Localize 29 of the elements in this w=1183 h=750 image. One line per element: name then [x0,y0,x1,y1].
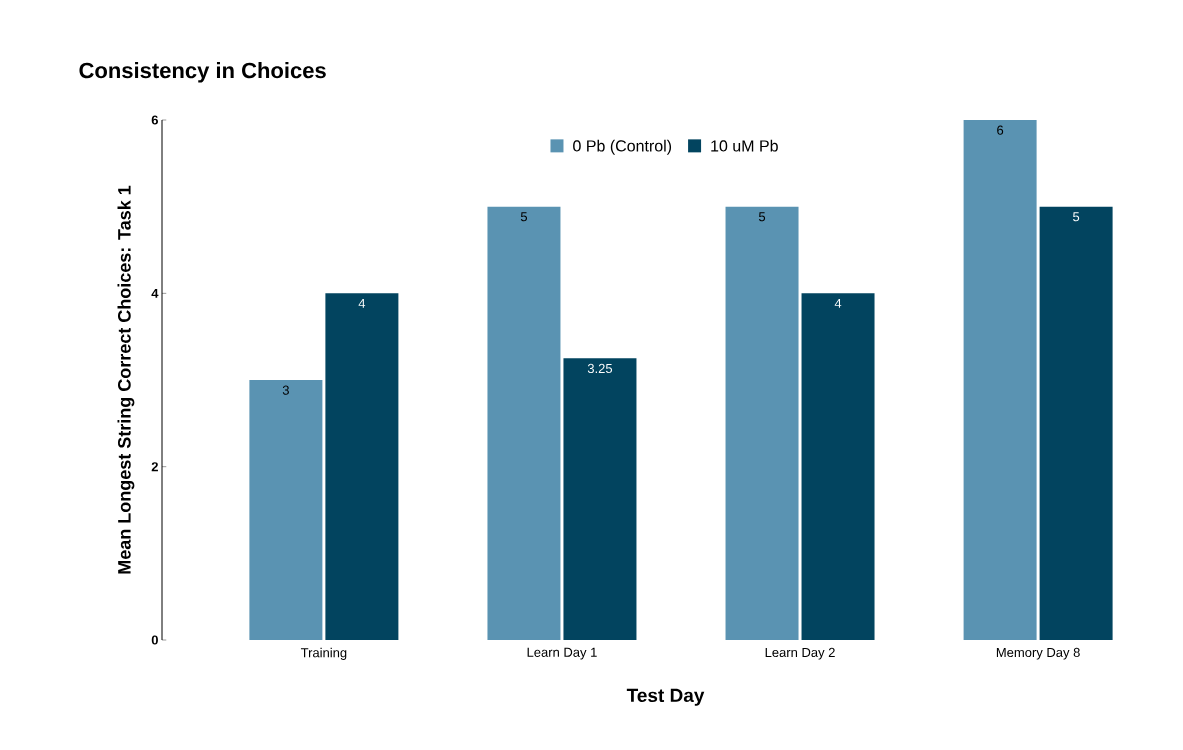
data-label: 3 [282,385,289,395]
bar [563,358,637,641]
x-tick-label: Learn Day 2 [765,647,835,660]
bar [963,120,1037,641]
bar [801,293,875,641]
bar [725,206,799,641]
data-label: 3.25 [587,363,613,374]
legend-label: 0 Pb (Control) [573,139,672,155]
x-tick-label: Training [300,647,347,660]
y-tick-label: 0 [151,635,158,645]
bar [249,380,323,641]
bar [325,293,399,641]
x-axis-title: Test Day [626,688,705,706]
data-label: 6 [997,125,1004,135]
y-axis-title: Mean Longest String Correct Choices: Task 1 [117,185,135,574]
bar [1039,206,1113,641]
legend-label: 10 uM Pb [711,139,778,152]
x-tick-label: Memory Day 8 [996,647,1080,660]
data-label: 5 [758,212,766,222]
data-label: 5 [520,212,528,222]
data-label: 5 [1073,212,1080,222]
x-tick-label: Learn Day 1 [527,647,597,660]
data-label: 4 [834,298,842,308]
y-tick-label: 2 [151,462,158,472]
chart-title: Consistency in Choices [79,62,326,83]
data-label: 4 [358,298,366,308]
y-tick-label: 4 [151,288,159,298]
bar [487,206,561,641]
y-tick-label: 6 [151,115,158,125]
